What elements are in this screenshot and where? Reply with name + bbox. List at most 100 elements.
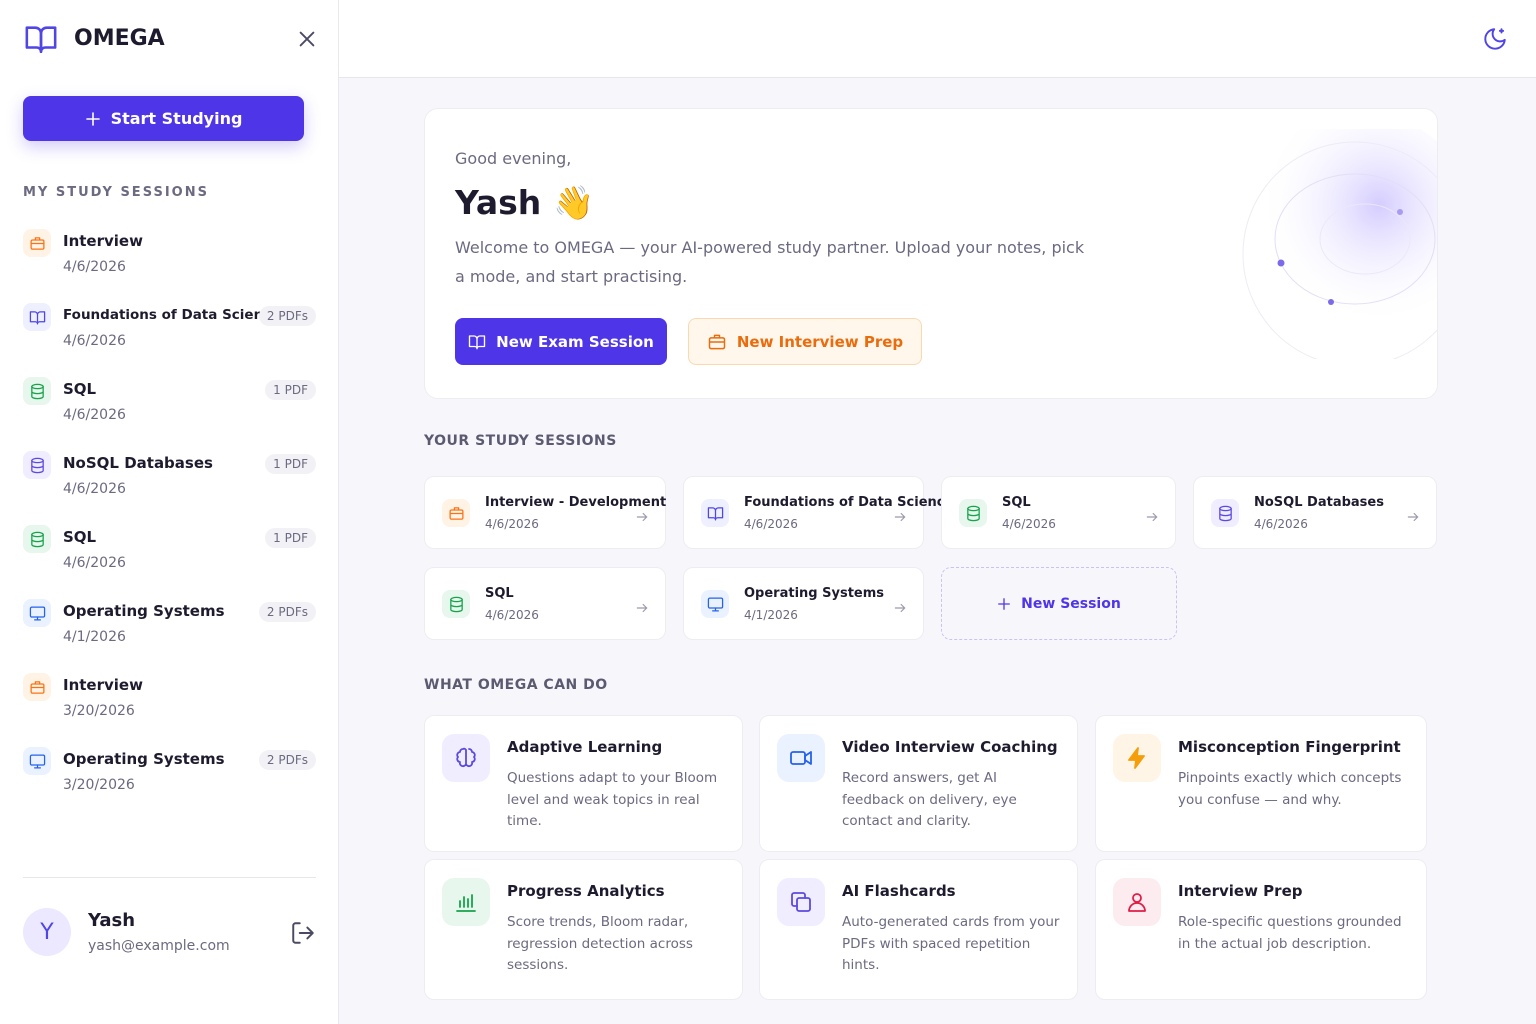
topbar <box>339 0 1536 78</box>
session-title: NoSQL Databases <box>63 454 213 472</box>
session-item[interactable]: SQL 4/6/2026 1 PDF <box>14 374 324 436</box>
icon <box>442 499 470 527</box>
icon-part <box>709 334 725 343</box>
icon-part <box>1235 129 1437 349</box>
hero-card: Good evening, Yash 👋 Welcome to OMEGA — y… <box>424 108 1438 399</box>
icon-part <box>29 310 45 325</box>
session-card[interactable]: SQL 4/6/2026 <box>941 476 1176 549</box>
icon-part <box>456 894 476 912</box>
icon <box>1113 734 1161 782</box>
theme-toggle[interactable] <box>1482 26 1508 56</box>
badge: 1 PDF <box>265 454 316 474</box>
icon-part <box>998 597 1011 610</box>
icon-part <box>30 533 44 547</box>
icon-part <box>1328 299 1334 305</box>
card-date: 4/1/2026 <box>744 608 798 622</box>
feature-title: Adaptive Learning <box>507 738 663 756</box>
icon <box>23 229 51 257</box>
icon-part <box>636 603 648 613</box>
badge: 2 PDFs <box>258 306 316 326</box>
icon-part <box>711 606 719 612</box>
icon-part <box>292 922 314 944</box>
icon-part <box>468 334 486 349</box>
icon-part <box>708 336 726 349</box>
icon-part <box>1128 893 1146 912</box>
session-card[interactable]: SQL 4/6/2026 <box>424 567 666 640</box>
icon-part <box>707 596 723 609</box>
session-item[interactable]: Interview 4/6/2026 <box>14 226 324 288</box>
brand-icon <box>23 22 59 60</box>
icon <box>23 673 51 701</box>
icon <box>959 499 987 527</box>
icon-part <box>29 753 45 769</box>
icon-part <box>449 596 463 612</box>
sidebar: OMEGA Start Studying MY STUDY SESSIONS I… <box>0 0 339 1024</box>
logout-button[interactable] <box>290 920 316 950</box>
session-date: 3/20/2026 <box>63 777 135 793</box>
feature-card: Progress Analytics Score trends, Bloom ra… <box>424 859 743 1000</box>
icon-part <box>1146 512 1158 522</box>
user-name: Yash <box>455 183 542 222</box>
session-date: 4/6/2026 <box>63 481 126 497</box>
icon-part <box>894 603 906 613</box>
icon-part <box>1132 893 1142 903</box>
session-card[interactable]: Operating Systems 4/1/2026 <box>683 567 924 640</box>
icon-part <box>30 531 44 547</box>
session-item[interactable]: SQL 4/6/2026 1 PDF <box>14 522 324 584</box>
feature-card: AI Flashcards Auto-generated cards from y… <box>759 859 1078 1000</box>
feature-card: Adaptive Learning Questions adapt to your… <box>424 715 743 852</box>
icon-part <box>29 236 45 244</box>
icon <box>701 499 729 527</box>
feature-card: Interview Prep Role-specific questions gr… <box>1095 859 1427 1000</box>
icon-part <box>790 751 806 765</box>
divider <box>23 877 316 878</box>
icon-part <box>29 605 45 618</box>
icon <box>23 525 51 553</box>
icon <box>442 734 490 782</box>
icon-part <box>448 506 464 520</box>
session-item[interactable]: NoSQL Databases 4/6/2026 1 PDF <box>14 448 324 510</box>
icon-part <box>1274 173 1436 305</box>
session-card[interactable]: Foundations of Data Science 4/6/2026 <box>683 476 953 549</box>
icon-part <box>85 111 100 126</box>
icon-part <box>456 894 476 912</box>
card-title: Operating Systems <box>744 586 885 601</box>
card-title: Foundations of Data Science <box>744 495 954 510</box>
icon-part <box>448 508 464 520</box>
icon-part <box>894 512 906 522</box>
session-item[interactable]: Foundations of Data Science 4/6/2026 2 PDF… <box>14 300 324 362</box>
icon-part <box>1128 747 1145 769</box>
icon-part <box>29 682 45 694</box>
icon-part <box>30 383 44 389</box>
badge: 1 PDF <box>265 380 316 400</box>
session-title: SQL <box>63 528 97 546</box>
session-item[interactable]: Operating Systems 3/20/2026 2 PDFs <box>14 744 324 806</box>
session-date: 4/6/2026 <box>63 333 126 349</box>
new-session-card[interactable]: New Session <box>941 567 1177 640</box>
card-title: NoSQL Databases <box>1254 495 1384 510</box>
icon-part <box>1128 902 1146 912</box>
icon <box>23 303 51 331</box>
icon-part <box>894 603 906 613</box>
session-card[interactable]: Interview - Development 4/6/2026 <box>424 476 666 549</box>
brand-name: OMEGA <box>74 26 165 51</box>
card-title: SQL <box>485 586 514 601</box>
icon-part <box>1319 203 1411 275</box>
user-name: Yash <box>88 910 136 931</box>
session-item[interactable]: Operating Systems 4/1/2026 2 PDFs <box>14 596 324 658</box>
icon-part <box>966 505 980 521</box>
icon-part <box>707 506 723 521</box>
close-button[interactable] <box>296 28 318 54</box>
icon <box>701 590 729 618</box>
session-card[interactable]: NoSQL Databases 4/6/2026 <box>1193 476 1437 549</box>
session-item[interactable]: Interview 3/20/2026 <box>14 670 324 732</box>
new-exam-button[interactable]: New Exam Session <box>455 318 667 365</box>
section-title: MY STUDY SESSIONS <box>23 185 209 200</box>
icon-part <box>1218 505 1232 511</box>
start-studying-button[interactable]: Start Studying <box>23 96 304 141</box>
icon-part <box>468 334 486 349</box>
icon-part <box>636 512 648 522</box>
card-date: 4/6/2026 <box>744 517 798 531</box>
new-interview-button[interactable]: New Interview Prep <box>688 318 922 365</box>
icon <box>442 590 470 618</box>
